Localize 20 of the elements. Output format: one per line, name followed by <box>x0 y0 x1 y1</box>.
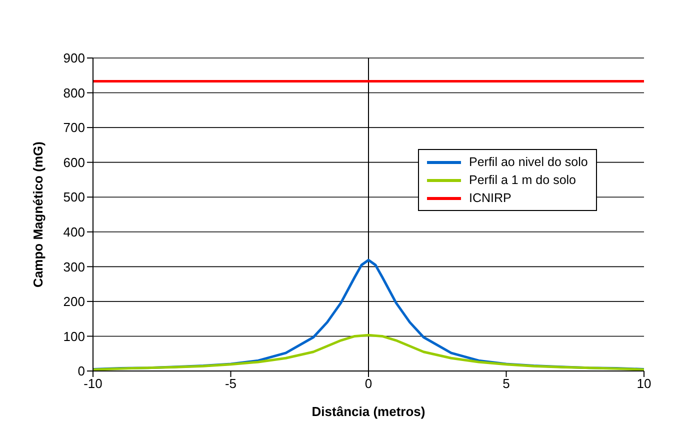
y-tick-label: 500 <box>63 190 85 205</box>
x-tick-label: -10 <box>84 376 102 392</box>
y-tick-label: 400 <box>63 224 85 240</box>
y-tick-label: 800 <box>63 85 85 100</box>
y-tick-label: 600 <box>63 154 85 170</box>
x-tick-label: 5 <box>502 376 510 392</box>
y-tick-label: 300 <box>63 259 85 274</box>
y-tick-label: 700 <box>63 120 85 136</box>
y-tick-label: 200 <box>63 294 85 310</box>
legend-label: ICNIRP <box>469 190 512 207</box>
y-tick-label: 100 <box>63 328 85 344</box>
y-tick-label: 900 <box>63 50 85 66</box>
x-tick-label: -5 <box>224 376 237 392</box>
y-tick-label: 0 <box>78 364 85 379</box>
y-axis-title: Campo Magnético (mG) <box>30 142 46 288</box>
legend-label: Perfil a 1 m do solo <box>469 172 576 189</box>
legend-label: Perfil ao nivel do solo <box>469 154 588 171</box>
x-tick-label: 10 <box>636 376 652 392</box>
x-tick-label: 0 <box>364 376 372 392</box>
x-axis-title: Distância (metros) <box>312 404 426 419</box>
